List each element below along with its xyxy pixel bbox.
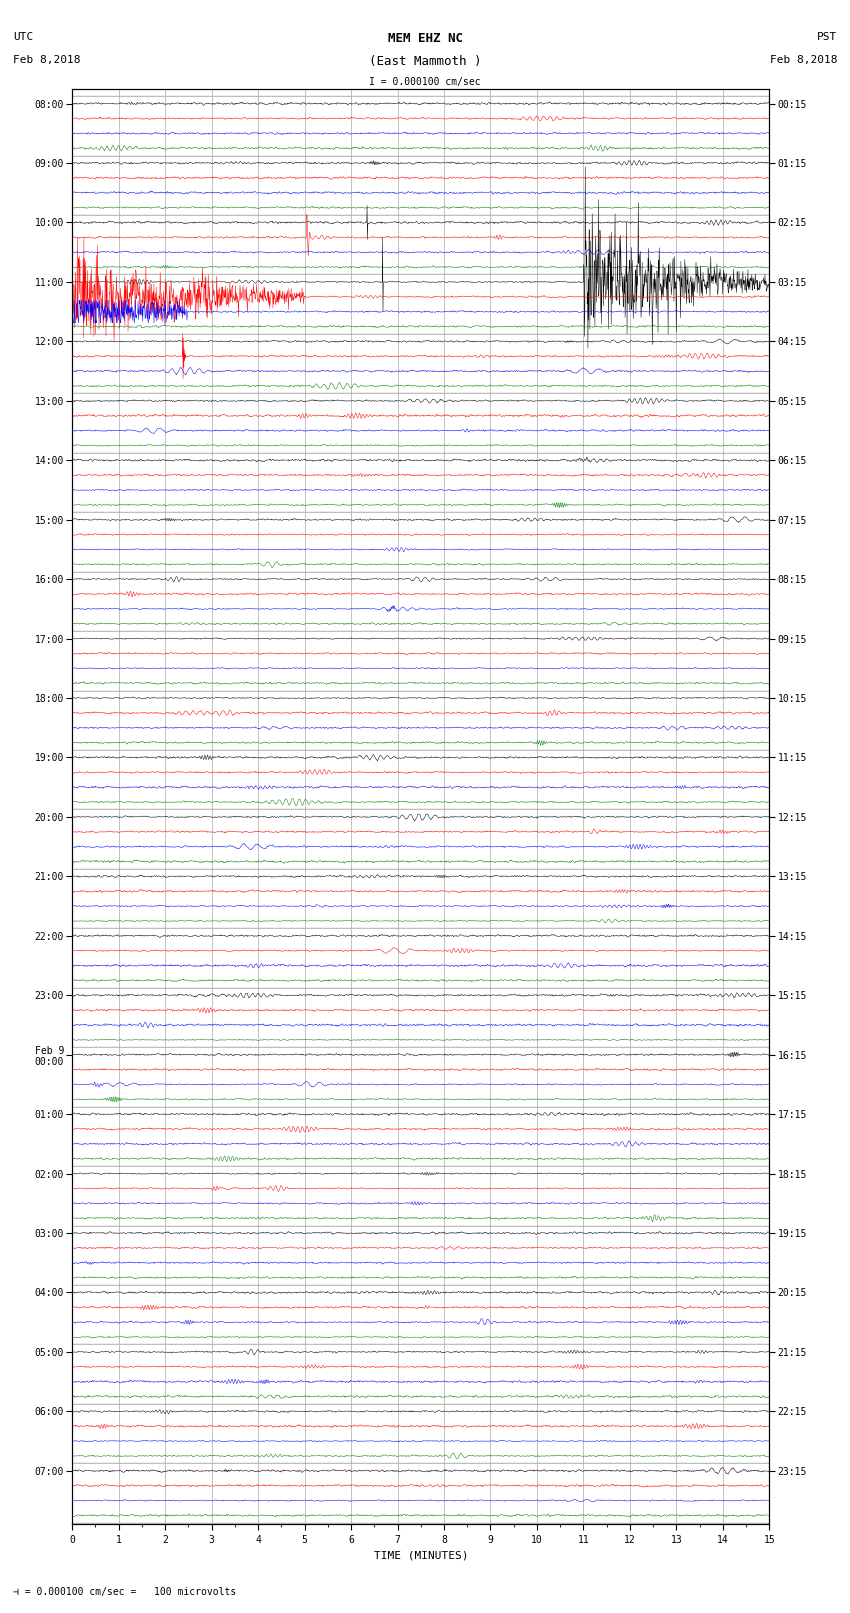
Text: Feb 8,2018: Feb 8,2018	[770, 55, 837, 65]
Text: PST: PST	[817, 32, 837, 42]
Text: ⊣ = 0.000100 cm/sec =   100 microvolts: ⊣ = 0.000100 cm/sec = 100 microvolts	[13, 1587, 236, 1597]
Text: Feb 8,2018: Feb 8,2018	[13, 55, 80, 65]
X-axis label: TIME (MINUTES): TIME (MINUTES)	[373, 1550, 468, 1560]
Text: MEM EHZ NC: MEM EHZ NC	[388, 32, 462, 45]
Text: (East Mammoth ): (East Mammoth )	[369, 55, 481, 68]
Text: I = 0.000100 cm/sec: I = 0.000100 cm/sec	[369, 77, 481, 87]
Text: UTC: UTC	[13, 32, 33, 42]
